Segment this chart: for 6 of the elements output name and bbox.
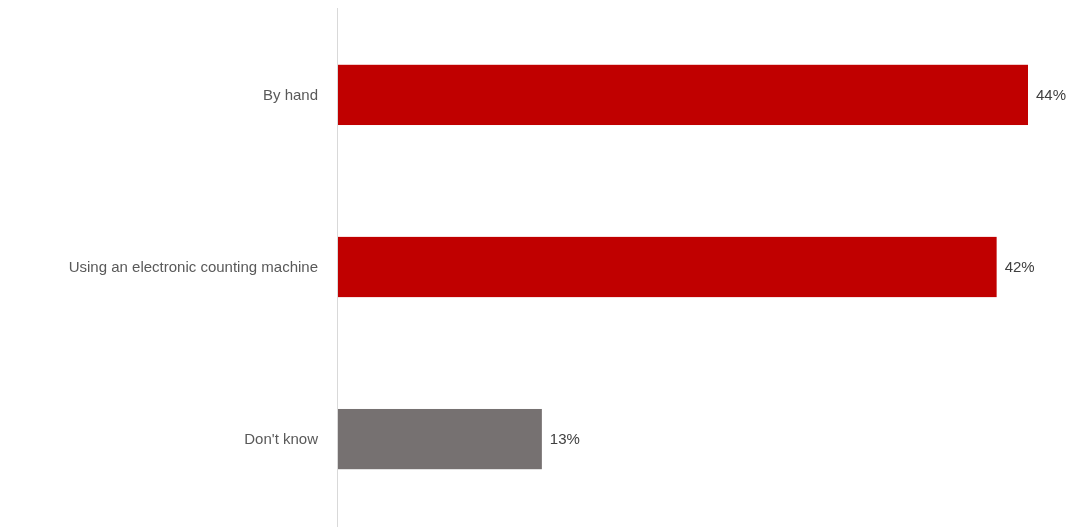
data-label: 13%: [549, 430, 580, 448]
y-tick-label: By hand: [262, 86, 318, 104]
data-label: 44%: [1036, 86, 1067, 104]
y-tick-label: Don't know: [244, 430, 319, 448]
data-label: 42%: [1004, 258, 1035, 276]
y-tick-label: Using an electronic counting machine: [68, 258, 318, 276]
